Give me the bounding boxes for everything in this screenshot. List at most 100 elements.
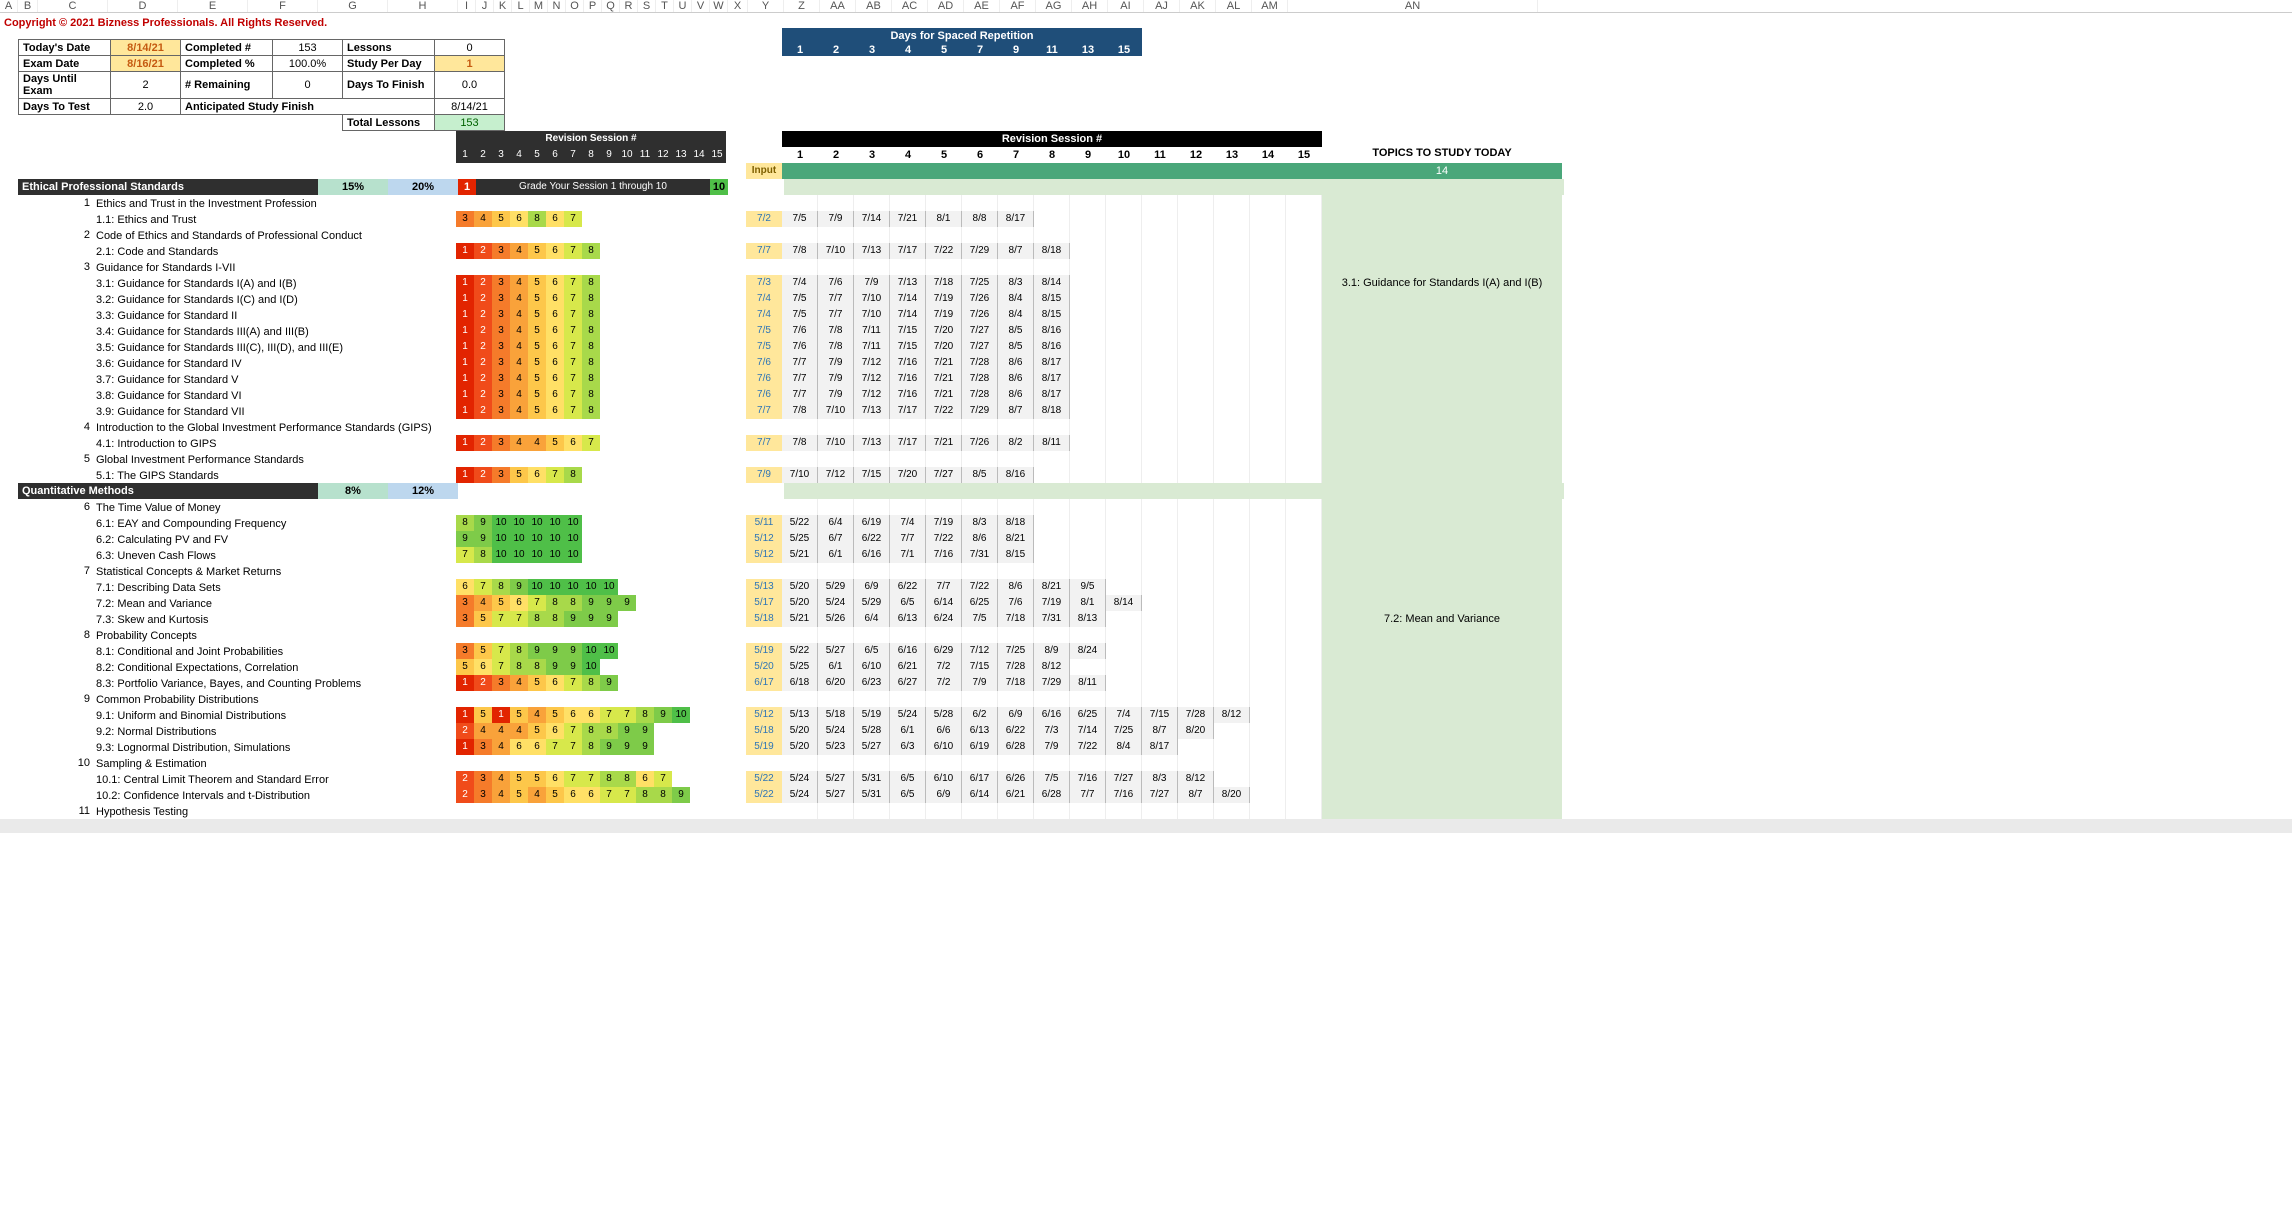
grade-cell[interactable]: 7 <box>564 339 582 355</box>
grade-cell[interactable]: 7 <box>564 771 582 787</box>
grade-cell[interactable]: 9 <box>618 739 636 755</box>
date-cell[interactable]: 7/11 <box>854 339 890 355</box>
grade-cell[interactable]: 9 <box>564 611 582 627</box>
grade-cell[interactable]: 8 <box>600 771 618 787</box>
topic-text[interactable]: 3.8: Guidance for Standard VI <box>94 387 456 403</box>
grade-cell[interactable]: 2 <box>474 467 492 483</box>
grade-cell[interactable]: 5 <box>528 675 546 691</box>
grade-cell[interactable]: 5 <box>510 771 528 787</box>
date-cell[interactable]: 8/17 <box>1034 387 1070 403</box>
date-cell[interactable]: 5/28 <box>926 707 962 723</box>
grade-cell[interactable]: 1 <box>456 291 474 307</box>
grade-cell[interactable]: 8 <box>528 211 546 227</box>
grade-cell[interactable]: 9 <box>546 659 564 675</box>
date-cell[interactable]: 6/6 <box>926 723 962 739</box>
grade-cell[interactable]: 5 <box>528 723 546 739</box>
grade-cell[interactable]: 8 <box>618 771 636 787</box>
date-cell[interactable]: 6/22 <box>890 579 926 595</box>
grade-cell[interactable]: 4 <box>492 739 510 755</box>
date-cell[interactable]: 8/14 <box>1106 595 1142 611</box>
grade-cell[interactable]: 3 <box>492 339 510 355</box>
date-cell[interactable]: 7/9 <box>962 675 998 691</box>
topic-text[interactable]: Hypothesis Testing <box>94 803 456 819</box>
grade-cell[interactable]: 10 <box>510 515 528 531</box>
date-cell[interactable]: 8/17 <box>1034 355 1070 371</box>
grade-cell[interactable]: 10 <box>492 531 510 547</box>
grade-cell[interactable]: 6 <box>528 739 546 755</box>
date-cell[interactable]: 7/10 <box>818 403 854 419</box>
input-date[interactable] <box>746 563 782 579</box>
grade-cell[interactable]: 7 <box>618 707 636 723</box>
grade-cell[interactable]: 3 <box>492 403 510 419</box>
date-cell[interactable]: 7/20 <box>890 467 926 483</box>
date-cell[interactable]: 5/19 <box>854 707 890 723</box>
topic-text[interactable]: 3.3: Guidance for Standard II <box>94 307 456 323</box>
grade-cell[interactable]: 6 <box>546 211 564 227</box>
grade-cell[interactable]: 8 <box>582 243 600 259</box>
date-cell[interactable]: 6/16 <box>1034 707 1070 723</box>
grade-cell[interactable]: 9 <box>672 787 690 803</box>
date-cell[interactable]: 7/7 <box>818 307 854 323</box>
info-cell[interactable]: Days To Finish <box>343 72 435 99</box>
grade-cell[interactable]: 8 <box>546 611 564 627</box>
date-cell[interactable]: 6/2 <box>962 707 998 723</box>
grade-cell[interactable]: 9 <box>654 707 672 723</box>
date-cell[interactable]: 7/10 <box>854 291 890 307</box>
date-cell[interactable]: 7/7 <box>782 355 818 371</box>
date-cell[interactable]: 7/15 <box>1142 707 1178 723</box>
topic-text[interactable]: 3.4: Guidance for Standards III(A) and I… <box>94 323 456 339</box>
topic-text[interactable]: 10.2: Confidence Intervals and t-Distrib… <box>94 787 456 803</box>
grade-cell[interactable]: 8 <box>510 659 528 675</box>
grade-cell[interactable]: 6 <box>582 787 600 803</box>
grade-cell[interactable]: 10 <box>564 579 582 595</box>
date-cell[interactable]: 5/22 <box>782 643 818 659</box>
grade-cell[interactable]: 7 <box>456 547 474 563</box>
grade-cell[interactable]: 8 <box>528 611 546 627</box>
col-header-H[interactable]: H <box>388 0 458 12</box>
grade-cell[interactable]: 10 <box>600 643 618 659</box>
input-date[interactable]: 7/4 <box>746 291 782 307</box>
grade-cell[interactable]: 6 <box>546 387 564 403</box>
date-cell[interactable]: 8/6 <box>998 371 1034 387</box>
date-cell[interactable]: 7/2 <box>926 659 962 675</box>
date-cell[interactable]: 7/22 <box>926 243 962 259</box>
grade-cell[interactable]: 8 <box>510 643 528 659</box>
grade-cell[interactable]: 4 <box>492 787 510 803</box>
grade-cell[interactable]: 3 <box>456 211 474 227</box>
date-cell[interactable]: 5/27 <box>818 771 854 787</box>
date-cell[interactable]: 6/16 <box>854 547 890 563</box>
topic-text[interactable]: 3.9: Guidance for Standard VII <box>94 403 456 419</box>
grade-cell[interactable]: 7 <box>492 643 510 659</box>
col-header-AI[interactable]: AI <box>1108 0 1144 12</box>
grade-cell[interactable]: 5 <box>528 387 546 403</box>
info-cell[interactable]: Completed # <box>181 40 273 56</box>
grade-cell[interactable]: 9 <box>474 515 492 531</box>
input-date[interactable] <box>746 419 782 435</box>
date-cell[interactable]: 8/6 <box>998 387 1034 403</box>
grade-cell[interactable]: 5 <box>510 787 528 803</box>
grade-cell[interactable]: 8 <box>582 355 600 371</box>
date-cell[interactable]: 7/8 <box>782 435 818 451</box>
grade-cell[interactable]: 1 <box>456 307 474 323</box>
grade-cell[interactable]: 2 <box>456 771 474 787</box>
date-cell[interactable]: 5/24 <box>818 723 854 739</box>
input-date[interactable]: 7/5 <box>746 339 782 355</box>
date-cell[interactable]: 7/22 <box>962 579 998 595</box>
info-cell[interactable]: Days To Test <box>19 99 111 115</box>
info-cell[interactable]: 0.0 <box>435 72 505 99</box>
date-cell[interactable]: 8/18 <box>998 515 1034 531</box>
date-cell[interactable]: 6/28 <box>998 739 1034 755</box>
grade-cell[interactable]: 3 <box>456 595 474 611</box>
date-cell[interactable]: 7/13 <box>890 275 926 291</box>
topic-text[interactable]: Common Probability Distributions <box>94 691 456 707</box>
date-cell[interactable]: 5/25 <box>782 659 818 675</box>
grade-cell[interactable]: 9 <box>636 739 654 755</box>
date-cell[interactable]: 8/14 <box>1034 275 1070 291</box>
col-header-AC[interactable]: AC <box>892 0 928 12</box>
grade-cell[interactable]: 6 <box>510 739 528 755</box>
date-cell[interactable]: 8/12 <box>1178 771 1214 787</box>
grade-cell[interactable]: 6 <box>546 723 564 739</box>
grade-cell[interactable]: 3 <box>474 771 492 787</box>
topic-text[interactable]: 3.7: Guidance for Standard V <box>94 371 456 387</box>
input-date[interactable]: 7/7 <box>746 403 782 419</box>
